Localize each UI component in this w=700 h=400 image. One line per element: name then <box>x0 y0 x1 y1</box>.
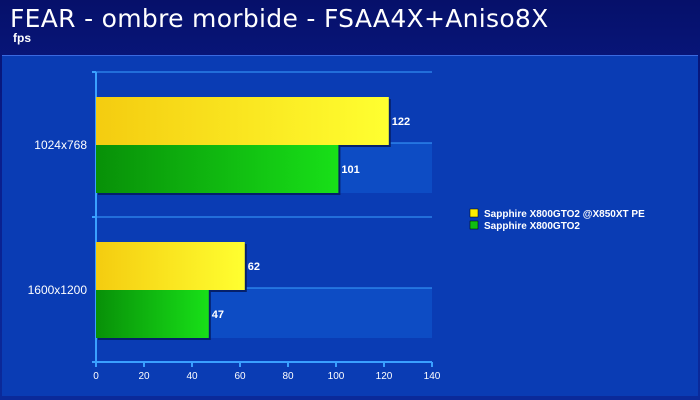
legend-swatch <box>469 220 479 230</box>
bar <box>96 145 339 193</box>
x-tick-label: 60 <box>234 371 246 382</box>
data-label: 62 <box>248 261 260 273</box>
x-tick-label: 100 <box>328 371 345 382</box>
data-label: 122 <box>392 116 410 128</box>
data-label: 47 <box>212 309 224 321</box>
x-tick-label: 80 <box>282 371 294 382</box>
x-tick-label: 0 <box>93 371 99 382</box>
bar <box>96 97 389 145</box>
category-label: 1600x1200 <box>28 283 88 297</box>
x-tick-label: 140 <box>424 371 441 382</box>
chart-subtitle: fps <box>13 31 31 45</box>
category-label: 1024x768 <box>34 138 87 152</box>
legend-label: Sapphire X800GTO2 <box>484 221 580 232</box>
chart-title: FEAR - ombre morbide - FSAA4X+Aniso8X <box>10 4 549 33</box>
data-label: 101 <box>341 164 359 176</box>
x-tick-label: 120 <box>376 371 393 382</box>
bar <box>96 290 209 338</box>
x-tick-label: 40 <box>186 371 198 382</box>
legend-label: Sapphire X800GTO2 @X850XT PE <box>484 209 645 220</box>
legend-swatch <box>469 208 479 218</box>
x-tick-label: 20 <box>138 371 150 382</box>
bar <box>96 242 245 290</box>
